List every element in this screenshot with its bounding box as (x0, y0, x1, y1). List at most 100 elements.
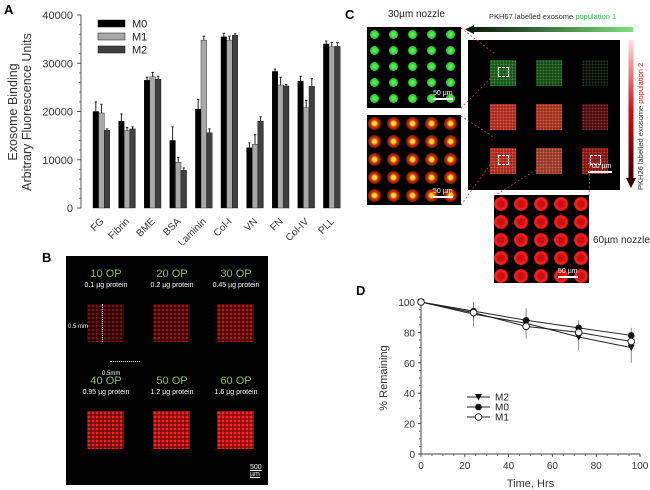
spot (427, 94, 436, 103)
bar-m2-bsa (180, 170, 187, 209)
pkh26-label: PKH26 labelled exosome population 2 (636, 63, 645, 190)
legend-label-m0: M0 (132, 19, 147, 31)
y-tick-label: 0 (409, 450, 415, 461)
arrow-head-down-icon (626, 178, 636, 188)
co-printed-array-spot (536, 148, 562, 174)
legend-marker-m0 (475, 403, 482, 411)
dimension-vertical-arrow-icon (102, 304, 103, 342)
y-axis-label-line1: Exosome Binding (6, 63, 20, 160)
spot (446, 30, 455, 39)
scale-bar-label: 500 µm (250, 464, 262, 478)
dimension-horizontal-label: 0.5mm (102, 371, 121, 377)
bar-m0-fibrin (118, 120, 125, 209)
spot (494, 197, 508, 211)
panel-label-d: D (356, 283, 366, 298)
spot (389, 46, 398, 55)
panel-label-a: A (4, 2, 14, 17)
point-m1 (574, 328, 583, 337)
op-label: 30 OP (220, 268, 252, 280)
arrow-head-left-icon (465, 25, 474, 34)
legend-marker-m1 (474, 413, 483, 421)
spot (427, 62, 436, 71)
spot (574, 215, 588, 229)
x-tick-label: Col-IV (284, 216, 312, 244)
y-tick-label: 60 (404, 359, 416, 370)
spot (389, 94, 398, 103)
legend-label-m1: M1 (132, 32, 147, 44)
co-printed-array-spot (582, 60, 608, 86)
spot (514, 197, 528, 211)
op-label: 60 OP (220, 375, 252, 387)
spot (554, 197, 568, 211)
x-tick-label: 80 (591, 461, 603, 472)
op-label: 50 OP (156, 375, 188, 387)
scale-bar-700um: 700 µm (588, 162, 612, 173)
bar-m0-col-iv (297, 80, 304, 209)
bar-m1-pll (328, 46, 335, 209)
spot (444, 135, 457, 148)
scale-bar-50um: 50 µm (433, 89, 453, 100)
spot (534, 233, 548, 247)
bar-m2-fn (283, 85, 290, 209)
zoom-region-box (498, 67, 509, 77)
x-axis-label: Time, Hrs (507, 478, 555, 490)
spot (425, 135, 438, 148)
x-tick-label: BSA (161, 216, 183, 238)
spot (370, 46, 379, 55)
co-printed-array-micrograph: 700 µm (468, 40, 620, 190)
bar-m0-col-i (220, 36, 227, 209)
scale-bar-50um: 50 µm (433, 187, 453, 198)
spot (514, 251, 528, 265)
printed-spot-array (87, 304, 124, 342)
nozzle-60-label: 60µm nozzle (593, 235, 650, 246)
spot (389, 62, 398, 71)
spot (406, 171, 419, 184)
x-tick-label: Laminin (176, 216, 209, 245)
nozzle-30-label: 30µm nozzle (388, 9, 445, 20)
bar-m2-pll (334, 46, 341, 209)
op-label: 20 OP (156, 268, 188, 280)
spot (494, 233, 508, 247)
spot (368, 189, 381, 202)
x-tick-label: 60 (547, 461, 559, 472)
point-m0 (522, 316, 530, 324)
printed-spot-array (153, 411, 190, 449)
red-spots-micrograph: 50 µm (494, 195, 589, 283)
bar-m1-bsa (175, 161, 182, 209)
pkh26-text: PKH26 labelled exosome (636, 103, 645, 190)
y-tick-label: 100 (398, 298, 415, 309)
point-m2 (627, 344, 635, 352)
bar-m1-laminin (200, 39, 207, 209)
spot (554, 251, 568, 265)
x-tick-label: 40 (503, 461, 515, 472)
spot (370, 78, 379, 87)
spot (387, 189, 400, 202)
spot (408, 94, 417, 103)
spot (514, 269, 528, 283)
bar-m0-vn (246, 147, 253, 209)
spot (574, 197, 588, 211)
bar-m1-fg (98, 112, 105, 209)
bar-m1-fibrin (123, 130, 130, 209)
y-tick-label: 40000 (42, 10, 73, 22)
spot (534, 197, 548, 211)
legend-label-m2: M2 (495, 393, 509, 404)
bar-chart-exosome-binding: 0 10000 20000 30000 40000 Exosome Binding Arbi… (6, 10, 341, 245)
bar-m1-bme (149, 76, 156, 209)
x-tick-label: FG (89, 216, 107, 234)
x-tick-label: 0 (418, 461, 424, 472)
spot (370, 94, 379, 103)
spot (425, 117, 438, 130)
co-printed-array-spot (490, 148, 516, 174)
spot (368, 171, 381, 184)
bar-m2-col-iv (308, 86, 315, 209)
bar-m1-col-iv (303, 107, 310, 209)
spot (534, 269, 548, 283)
legend-label-m0: M0 (495, 403, 509, 414)
point-m0 (627, 332, 635, 339)
dimension-vertical-label: 0.5 mm (68, 324, 89, 330)
spot (408, 62, 417, 71)
printed-array-micrograph: 10 OP 0.1 µg protein 20 OP 0.2 µg protein 30… (66, 256, 268, 485)
bar-m0-bme (143, 79, 150, 209)
x-tick-label: Col-I (212, 216, 235, 239)
